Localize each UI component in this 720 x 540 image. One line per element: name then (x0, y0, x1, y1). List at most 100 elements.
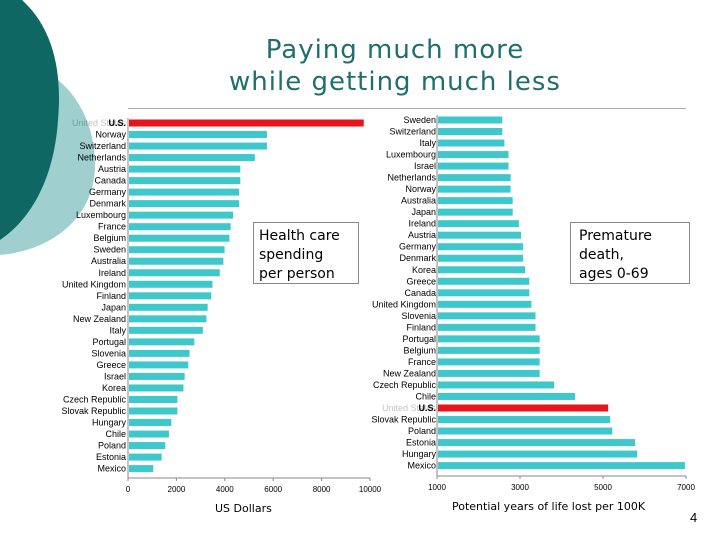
spending-x-tick-label: 6000 (264, 485, 282, 494)
spending-bar (129, 234, 230, 242)
ypll-x-tick-label: 5000 (594, 483, 612, 492)
spending-bar (129, 269, 220, 277)
spending-bar (129, 303, 208, 311)
title-line-2: while getting much less (229, 67, 561, 97)
ypll-bar (438, 312, 536, 320)
ypll-bar (438, 174, 511, 182)
ypll-category-label: Slovenia (401, 311, 436, 321)
spending-category-label: Greece (96, 360, 126, 370)
spending-bar (129, 442, 166, 450)
ypll-category-label: Slovak Republic (371, 415, 436, 425)
ypll-bar (438, 439, 636, 447)
spending-category-label: Japan (101, 302, 126, 312)
spending-category-label: Australia (91, 256, 126, 266)
spending-category-label: Switzerland (79, 141, 126, 151)
spending-x-axis-title: US Dollars (215, 502, 272, 515)
ypll-x-tick-label: 1000 (428, 483, 446, 492)
spending-x-tick-label: 0 (126, 485, 131, 494)
spending-category-label: Netherlands (77, 153, 126, 163)
ypll-category-label: Israel (414, 161, 436, 171)
ypll-highlight-label: U.S. (418, 403, 436, 413)
spending-category-label: United Kingdom (62, 279, 126, 289)
ypll-bar (438, 208, 513, 216)
spending-bar (129, 246, 225, 254)
spending-category-label: Mexico (97, 464, 126, 474)
ypll-bar (438, 162, 509, 170)
spending-x-tick-label: 10000 (359, 485, 382, 494)
ypll-bar (438, 369, 540, 377)
dark-swirl-shape (0, 0, 60, 240)
ypll-x-tick-label: 3000 (511, 483, 529, 492)
spending-category-label: Estonia (96, 452, 126, 462)
ypll-bar (438, 197, 513, 205)
ypll-bar (438, 254, 524, 262)
ypll-bar (438, 427, 613, 435)
spending-bar (129, 430, 169, 438)
ypll-category-label: Korea (412, 265, 436, 275)
spending-category-label: Canada (94, 176, 126, 186)
ypll-category-label: United States (382, 403, 437, 413)
callout-line: per person (259, 266, 335, 282)
ypll-category-label: Canada (404, 288, 436, 298)
ypll-category-label: Greece (406, 276, 436, 286)
spending-bar (129, 154, 255, 162)
ypll-category-label: New Zealand (383, 368, 436, 378)
ypll-category-label: Hungary (402, 449, 437, 459)
callout-line: Health care (259, 228, 340, 244)
spending-category-label: Italy (109, 325, 126, 335)
ypll-category-label: Denmark (399, 253, 436, 263)
spending-bar (129, 188, 240, 196)
slide-title: Paying much more while getting much less (150, 34, 640, 98)
ypll-bar (438, 392, 575, 400)
spending-bar (129, 372, 185, 380)
spending-bar (129, 349, 190, 357)
ypll-category-label: Sweden (403, 115, 436, 125)
ypll-category-label: Estonia (406, 438, 436, 448)
ypll-bar (438, 335, 540, 343)
ypll-bar (438, 404, 609, 412)
spending-x-tick-label: 2000 (168, 485, 186, 494)
ypll-category-label: Portugal (402, 334, 436, 344)
ypll-category-label: Norway (405, 184, 436, 194)
spending-category-label: Korea (102, 383, 126, 393)
ypll-bar (438, 416, 611, 424)
ypll-category-label: Japan (411, 207, 436, 217)
ypll-category-label: United Kingdom (372, 299, 436, 309)
ypll-bar (438, 323, 536, 331)
ypll-category-label: Switzerland (389, 127, 436, 137)
spending-category-label: Portugal (92, 337, 126, 347)
spending-bar (129, 326, 203, 334)
spending-bar (129, 119, 364, 127)
spending-bar (129, 142, 267, 150)
spending-category-label: Chile (105, 429, 126, 439)
spending-bar (129, 315, 207, 323)
ypll-category-label: Chile (415, 391, 436, 401)
ypll-bar (438, 243, 524, 251)
ypll-category-label: Ireland (408, 219, 436, 229)
ypll-bar (438, 300, 532, 308)
ypll-category-label: Netherlands (387, 173, 436, 183)
ypll-category-label: Belgium (403, 345, 436, 355)
ypll-category-label: France (408, 357, 436, 367)
ypll-bar (438, 450, 638, 458)
page-number: 4 (690, 510, 698, 525)
spending-bar (129, 280, 213, 288)
ypll-bar (438, 116, 503, 124)
ypll-bar (438, 220, 519, 228)
ypll-bar (438, 289, 530, 297)
callout-line: Premature (579, 228, 652, 244)
ypll-category-label: Poland (408, 426, 436, 436)
ypll-category-label: Finland (406, 322, 436, 332)
spending-category-label: Slovenia (91, 348, 126, 358)
spending-bar (129, 465, 154, 473)
ypll-bar (438, 139, 505, 147)
title-divider (128, 108, 686, 109)
callout-line: ages 0-69 (579, 266, 649, 282)
ypll-bar (438, 231, 521, 239)
spending-callout: Health care spending per person (253, 222, 359, 284)
ypll-bar (438, 128, 503, 136)
title-line-1: Paying much more (265, 35, 525, 65)
decorative-swirl (0, 0, 95, 255)
spending-bar (129, 361, 189, 369)
